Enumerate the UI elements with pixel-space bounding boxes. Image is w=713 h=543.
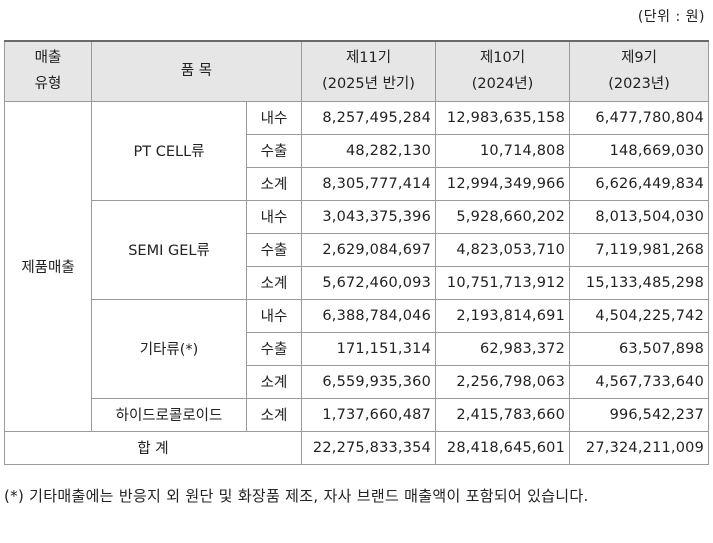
value-cell: 996,542,237 <box>569 397 710 432</box>
kind-cell: 수출 <box>245 232 303 267</box>
value-cell: 15,133,485,298 <box>569 265 710 300</box>
header-period-11: 제11기 (2025년 반기) <box>301 40 437 102</box>
header-period-10: 제10기 (2024년) <box>435 40 571 102</box>
product-cell: SEMI GEL류 <box>91 199 247 300</box>
period-name: 제9기 <box>621 50 657 67</box>
value-cell: 7,119,981,268 <box>569 232 710 267</box>
table-header-row: 매출 유형 품 목 제11기 (2025년 반기) 제10기 (2024년) 제… <box>4 40 710 102</box>
period-name: 제10기 <box>479 50 526 67</box>
table-row: SEMI GEL류 내수 3,043,375,396 5,928,660,202… <box>5 199 710 300</box>
total-row: 합 계 22,275,833,354 28,418,645,601 27,324… <box>3 430 710 465</box>
total-value-cell: 22,275,833,354 <box>301 430 437 465</box>
value-cell: 6,559,935,360 <box>301 364 437 399</box>
table-row: 수출 48,282,130 10,714,808 148,669,030 <box>5 133 710 168</box>
kind-cell: 소계 <box>245 364 303 399</box>
sales-table: 매출 유형 품 목 제11기 (2025년 반기) 제10기 (2024년) 제… <box>3 40 710 465</box>
value-cell: 2,193,814,691 <box>435 298 571 333</box>
value-cell: 5,928,660,202 <box>435 199 571 234</box>
value-cell: 8,305,777,414 <box>301 166 437 201</box>
table-row: 수출 2,629,084,697 4,823,053,710 7,119,981… <box>5 232 710 267</box>
value-cell: 12,994,349,966 <box>435 166 571 201</box>
kind-cell: 수출 <box>245 133 303 168</box>
kind-cell: 내수 <box>245 298 303 333</box>
table-row: 소계 6,559,935,360 2,256,798,063 4,567,733… <box>5 364 710 399</box>
value-cell: 1,737,660,487 <box>301 397 437 432</box>
value-cell: 6,626,449,834 <box>569 166 710 201</box>
kind-cell: 소계 <box>245 265 303 300</box>
kind-cell: 소계 <box>245 397 303 432</box>
value-cell: 62,983,372 <box>435 331 571 366</box>
table-row: 소계 8,305,777,414 12,994,349,966 6,626,44… <box>5 166 710 201</box>
value-cell: 6,388,784,046 <box>301 298 437 333</box>
value-cell: 2,256,798,063 <box>435 364 571 399</box>
header-sales-type: 매출 유형 <box>4 40 92 102</box>
total-value-cell: 28,418,645,601 <box>435 430 571 465</box>
kind-cell: 내수 <box>245 100 303 135</box>
product-cell: 하이드로콜로이드 <box>91 397 247 432</box>
value-cell: 10,714,808 <box>435 133 571 168</box>
sales-type-cell: 제품매출 <box>4 100 92 432</box>
kind-cell: 수출 <box>245 331 303 366</box>
value-cell: 4,504,225,742 <box>569 298 710 333</box>
total-value-cell: 27,324,211,009 <box>569 430 710 465</box>
header-sales-type-line2: 유형 <box>34 76 62 93</box>
value-cell: 4,823,053,710 <box>435 232 571 267</box>
header-item: 품 목 <box>90 40 303 102</box>
kind-cell: 소계 <box>245 166 303 201</box>
kind-cell: 내수 <box>245 199 303 234</box>
value-cell: 63,507,898 <box>569 331 710 366</box>
value-cell: 6,477,780,804 <box>569 100 710 135</box>
header-sales-type-line1: 매출 <box>34 50 62 67</box>
period-sub: (2025년 반기) <box>322 76 415 93</box>
period-sub: (2024년) <box>471 76 534 93</box>
value-cell: 10,751,713,912 <box>435 265 571 300</box>
table-row: 기타류(*) 내수 6,388,784,046 2,193,814,691 4,… <box>5 298 710 399</box>
value-cell: 48,282,130 <box>301 133 437 168</box>
header-period-9: 제9기 (2023년) <box>569 40 710 102</box>
value-cell: 2,629,084,697 <box>301 232 437 267</box>
table-row: 제품매출 PT CELL류 내수 8,257,495,284 12,983,63… <box>4 100 710 432</box>
product-cell: PT CELL류 <box>91 100 247 201</box>
total-label: 합 계 <box>3 430 303 465</box>
value-cell: 171,151,314 <box>301 331 437 366</box>
product-cell: 기타류(*) <box>91 298 247 399</box>
period-name: 제11기 <box>345 50 392 67</box>
value-cell: 5,672,460,093 <box>301 265 437 300</box>
value-cell: 12,983,635,158 <box>435 100 571 135</box>
unit-label: (단위 : 원) <box>637 9 705 25</box>
value-cell: 3,043,375,396 <box>301 199 437 234</box>
footnote: (*) 기타매출에는 반응지 외 원단 및 화장품 제조, 자사 브랜드 매출액… <box>4 487 589 505</box>
table-row: 하이드로콜로이드 소계 1,737,660,487 2,415,783,660 … <box>5 397 710 432</box>
table-row: 수출 171,151,314 62,983,372 63,507,898 <box>5 331 710 366</box>
value-cell: 2,415,783,660 <box>435 397 571 432</box>
value-cell: 8,013,504,030 <box>569 199 710 234</box>
value-cell: 4,567,733,640 <box>569 364 710 399</box>
value-cell: 148,669,030 <box>569 133 710 168</box>
period-sub: (2023년) <box>608 76 670 93</box>
table-row: 소계 5,672,460,093 10,751,713,912 15,133,4… <box>5 265 710 300</box>
value-cell: 8,257,495,284 <box>301 100 437 135</box>
